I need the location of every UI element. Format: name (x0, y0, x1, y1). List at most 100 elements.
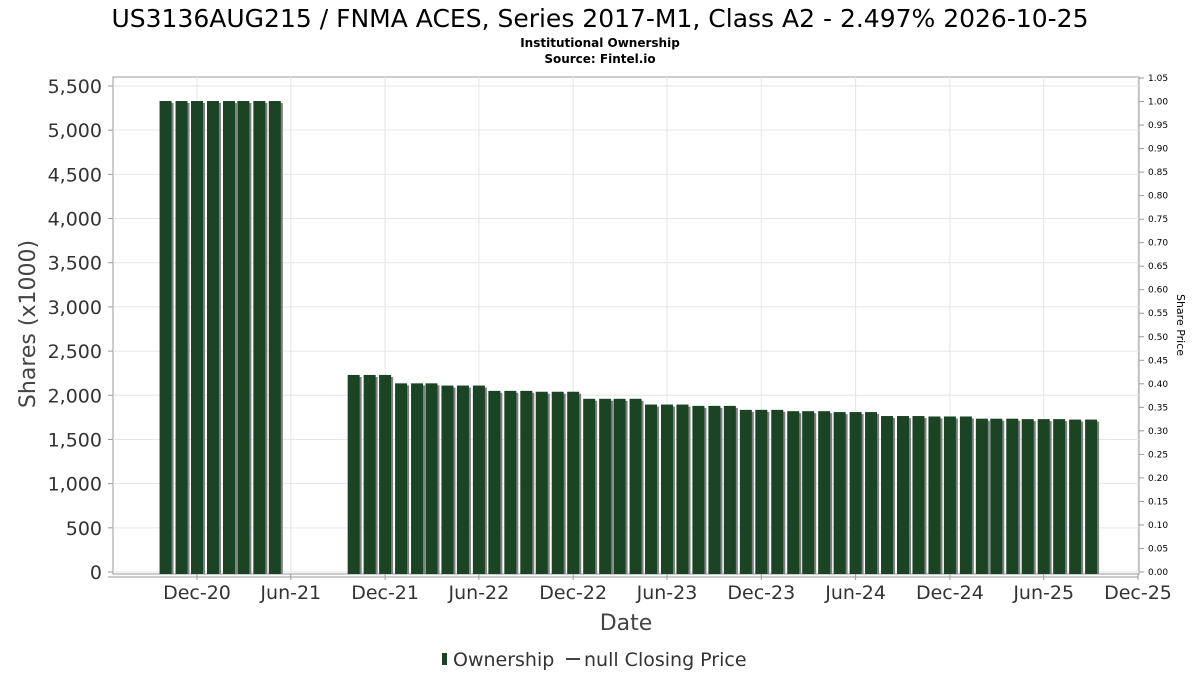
x-tick-label: Jun-21 (259, 582, 321, 604)
legend-price-label: null Closing Price (584, 649, 747, 671)
y-tick-label: 1,000 (48, 474, 102, 496)
chart-subtitle: Institutional Ownership (520, 36, 680, 50)
ownership-bar (881, 416, 894, 574)
y2-tick-label: 0.40 (1148, 380, 1168, 390)
y2-tick-label: 0.00 (1148, 568, 1168, 578)
y2-tick-label: 0.90 (1148, 145, 1168, 155)
x-tick-label: Jun-23 (636, 582, 698, 604)
y2-tick-label: 0.20 (1148, 474, 1168, 484)
y2-tick-label: 1.00 (1148, 98, 1168, 108)
y-tick-label: 5,500 (48, 76, 102, 98)
ownership-bar (676, 404, 689, 574)
bars (159, 101, 1100, 574)
y-tick-label: 0 (90, 562, 102, 584)
ownership-bar (472, 385, 485, 574)
ownership-bar (818, 411, 831, 574)
x-tick-label: Dec-22 (539, 582, 607, 604)
ownership-bar (253, 101, 266, 574)
ownership-bar (897, 416, 910, 574)
ownership-bar (441, 385, 454, 574)
ownership-bar (739, 409, 752, 574)
ownership-bar (645, 404, 658, 574)
ownership-bar (551, 391, 564, 574)
x-axis-ticks: Dec-20 Jun-21 Dec-21 Jun-22 Dec-22 Jun-23 Dec-… (163, 574, 1172, 604)
ownership-bar (1006, 418, 1019, 574)
ownership-bar (833, 412, 846, 574)
y-axis-label: Shares (x1000) (16, 240, 41, 408)
ownership-bar (159, 101, 172, 574)
y2-tick-label: 0.75 (1148, 215, 1168, 225)
y-tick-label: 4,500 (48, 164, 102, 186)
ownership-bar (1037, 419, 1050, 574)
y2-tick-label: 0.95 (1148, 121, 1168, 131)
ownership-bar (708, 405, 721, 574)
y2-tick-label: 0.05 (1148, 544, 1168, 554)
ownership-bar (191, 101, 203, 574)
chart-title: US3136AUG215 / FNMA ACES, Series 2017-M1… (111, 4, 1088, 33)
y2-tick-label: 0.80 (1148, 192, 1168, 202)
ownership-bar (723, 405, 736, 574)
ownership-bar (222, 101, 235, 574)
y2-tick-label: 0.10 (1148, 521, 1168, 531)
x-tick-label: Jun-22 (448, 582, 510, 604)
x-tick-label: Dec-25 (1104, 582, 1172, 604)
y2-axis-label: Share Price (1174, 294, 1187, 356)
ownership-bar (771, 409, 784, 574)
chart-source: Source: Fintel.io (544, 52, 655, 66)
ownership-bar (206, 101, 219, 574)
y-tick-label: 2,500 (48, 341, 102, 363)
y2-tick-label: 0.35 (1148, 403, 1168, 413)
y2-tick-label: 0.70 (1148, 239, 1168, 249)
x-axis-label: Date (600, 611, 653, 636)
ownership-bar (990, 418, 1003, 574)
ownership-bar (504, 390, 517, 574)
ownership-bar (1021, 419, 1034, 574)
x-tick-label: Dec-23 (727, 582, 795, 604)
ownership-bar (535, 391, 548, 574)
ownership-bar (1085, 419, 1098, 574)
ownership-bar (692, 405, 705, 574)
ownership-bar (613, 398, 626, 574)
x-tick-label: Dec-24 (916, 582, 984, 604)
ownership-bar (379, 374, 392, 574)
ownership-bar (975, 418, 988, 574)
ownership-bar (411, 383, 424, 574)
ownership-bar (583, 398, 596, 574)
ownership-bar (599, 398, 612, 574)
ownership-bar (567, 391, 580, 574)
y-axis-ticks: 0 500 1,000 1,500 2,000 2,500 3,000 3,500 4,000 4… (48, 76, 113, 584)
ownership-bar (912, 416, 925, 574)
ownership-bar (802, 411, 815, 574)
ownership-bar (1069, 419, 1082, 574)
ownership-bar (363, 374, 376, 574)
ownership-bar (943, 416, 956, 574)
x-tick-label: Dec-21 (351, 582, 419, 604)
ownership-bar (1053, 419, 1066, 574)
y2-tick-label: 0.25 (1148, 450, 1168, 460)
ownership-bar (660, 404, 673, 574)
y-tick-label: 4,000 (48, 209, 102, 231)
y2-axis-ticks: 0.00 0.05 0.10 0.15 0.20 0.25 0.30 0.35 0.40 0.45… (1139, 74, 1168, 578)
y2-tick-label: 0.85 (1148, 168, 1168, 178)
ownership-bar (175, 101, 188, 574)
y2-tick-label: 0.55 (1148, 309, 1168, 319)
ownership-bar (629, 398, 642, 574)
y2-tick-label: 0.65 (1148, 262, 1168, 272)
y2-tick-label: 0.60 (1148, 286, 1168, 296)
ownership-bar (237, 101, 250, 574)
ownership-bar (395, 383, 408, 574)
legend: Ownership null Closing Price (442, 649, 747, 671)
legend-ownership-label: Ownership (453, 649, 554, 671)
ownership-bar (488, 390, 501, 574)
ownership-bar (268, 101, 281, 574)
x-tick-label: Jun-25 (1012, 582, 1074, 604)
y-tick-label: 3,500 (48, 253, 102, 275)
x-tick-label: Jun-24 (824, 582, 886, 604)
legend-ownership-swatch (442, 653, 447, 665)
x-tick-label: Dec-20 (163, 582, 231, 604)
y2-tick-label: 0.45 (1148, 356, 1168, 366)
ownership-bar (347, 374, 360, 574)
ownership-bar (456, 385, 469, 574)
y2-tick-label: 0.15 (1148, 497, 1168, 507)
